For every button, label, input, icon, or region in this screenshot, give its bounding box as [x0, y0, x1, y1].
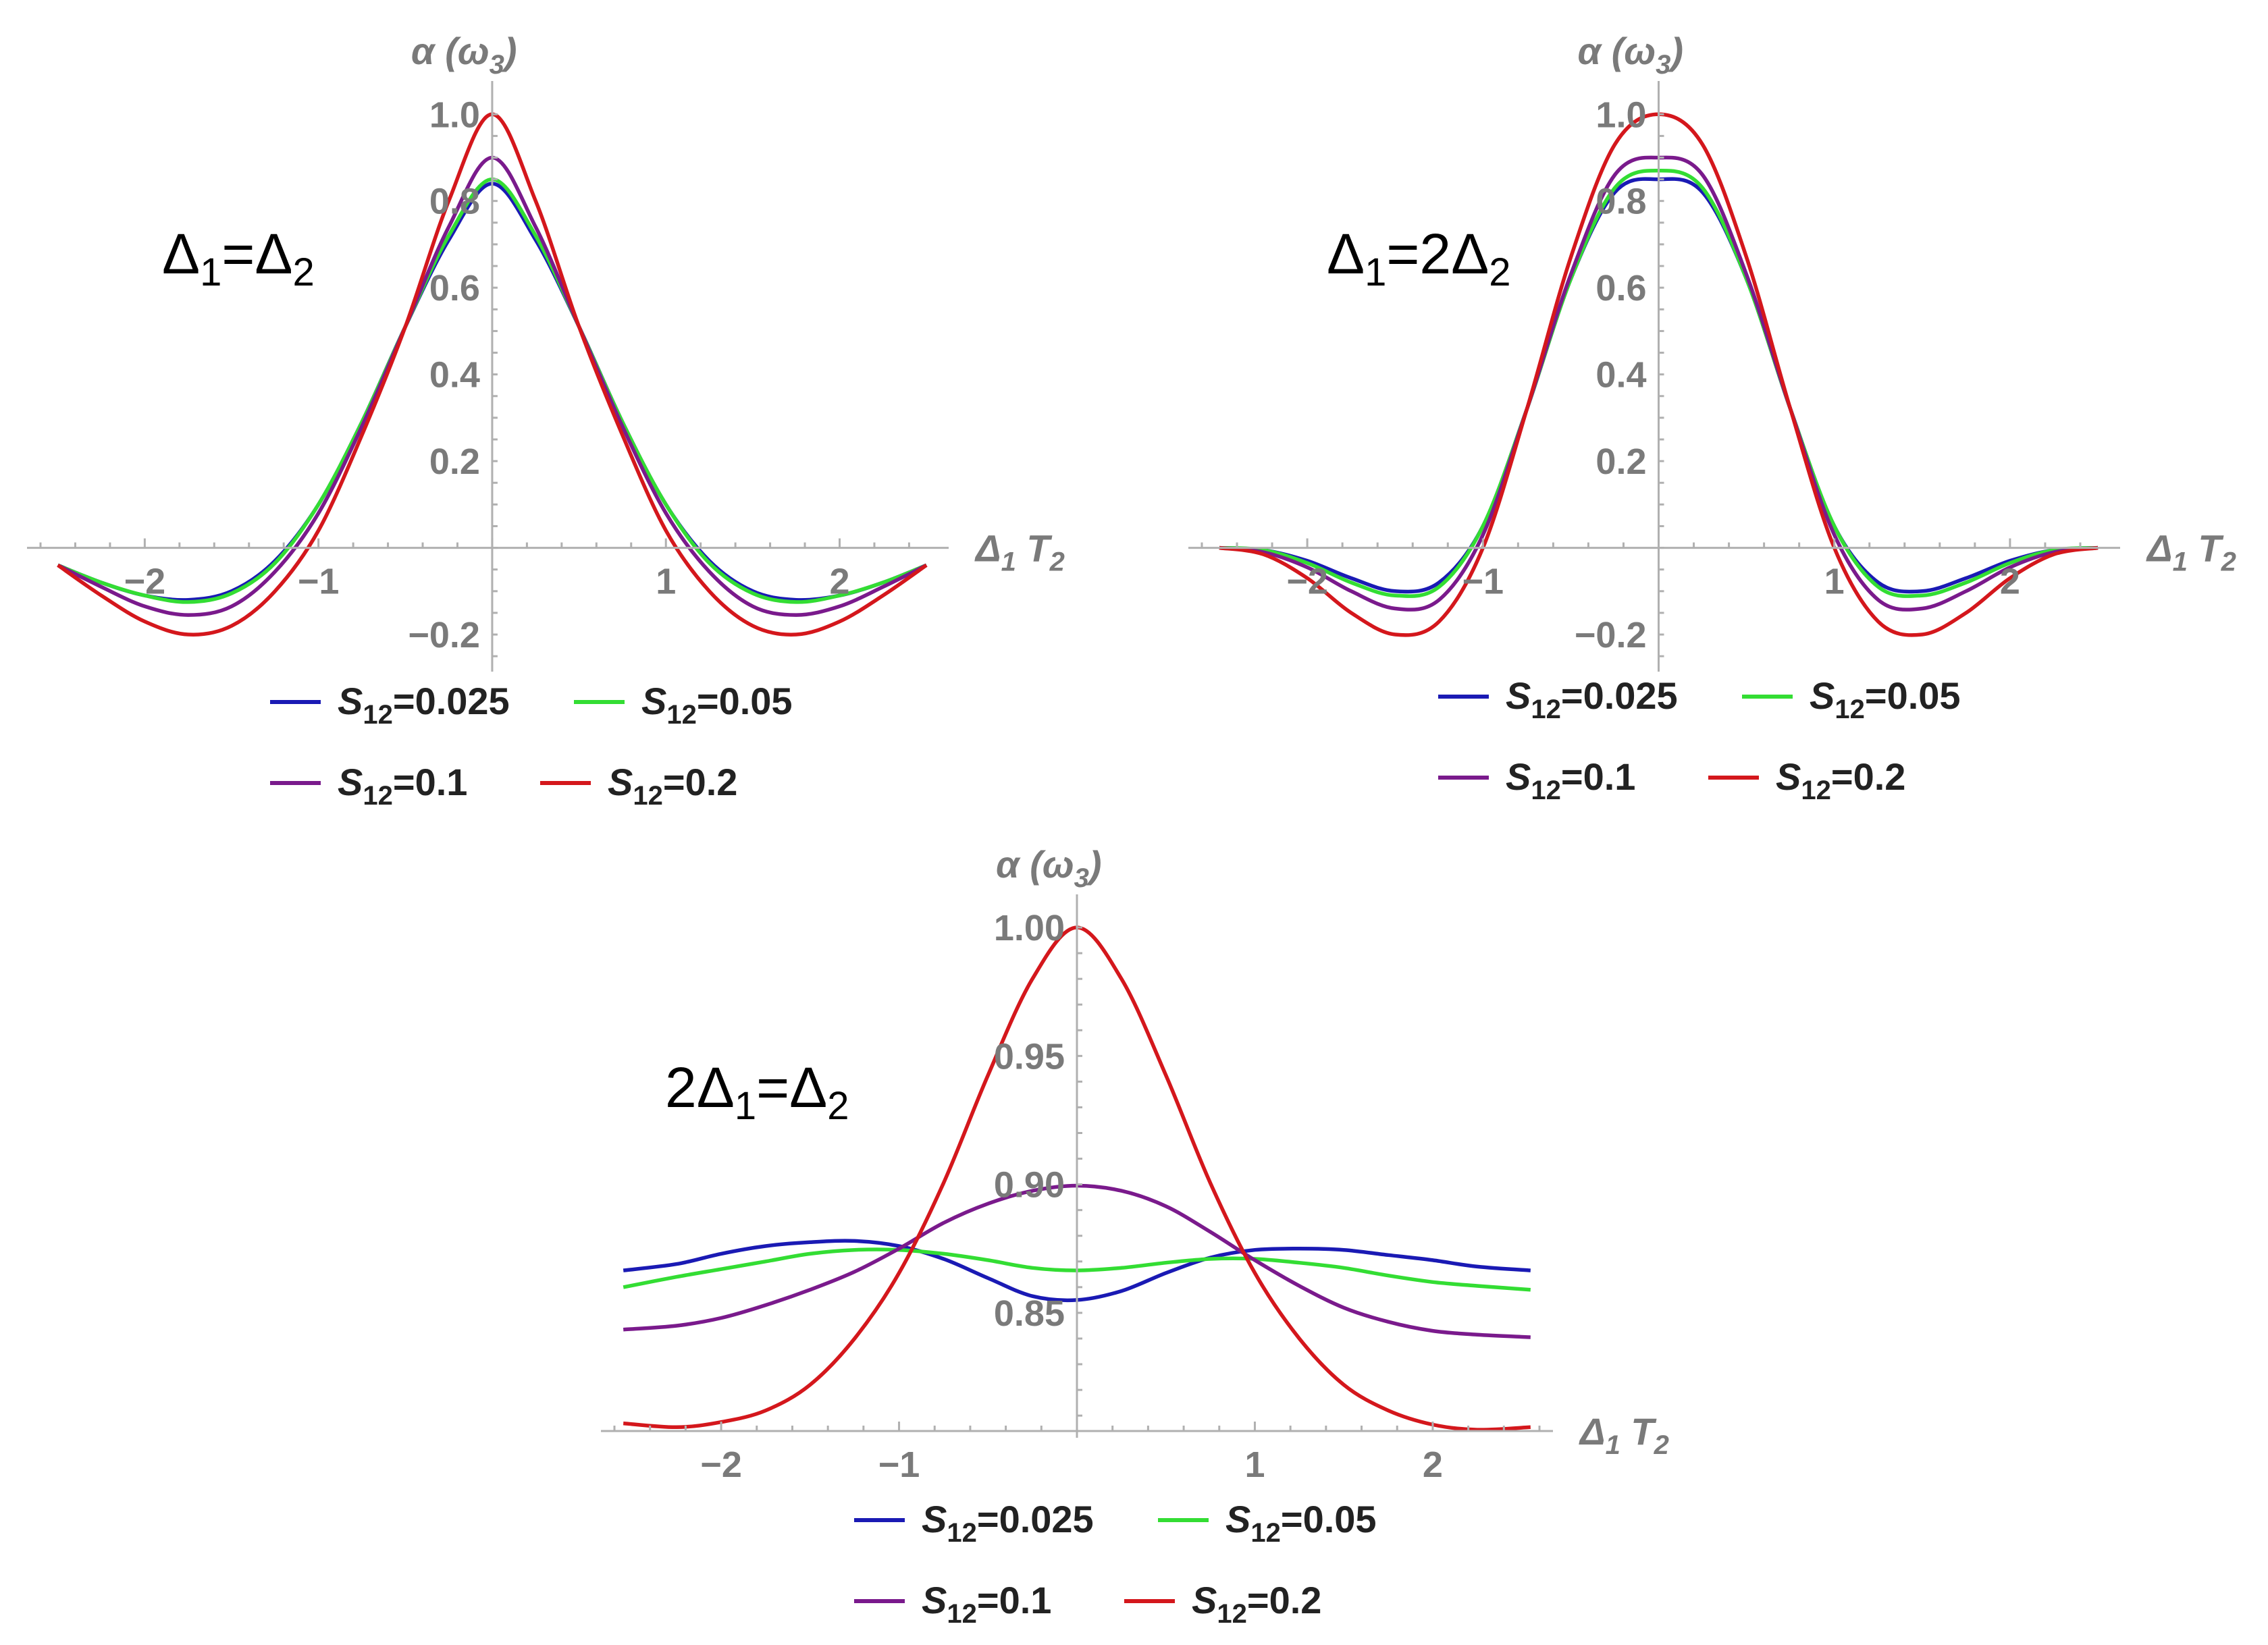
legend-label: S12=0.05	[1225, 1498, 1377, 1548]
legend-item: S12=0.2	[1708, 755, 1905, 805]
x-tick-label: 1	[1244, 1445, 1265, 1485]
x-tick-label: 1	[1824, 562, 1845, 602]
legend-label: S12=0.1	[1506, 755, 1635, 805]
y-tick-label: 0.95	[994, 1036, 1065, 1077]
y-tick-label: 0.8	[1595, 182, 1646, 222]
case-label-3: 2Δ1=Δ2	[665, 1056, 849, 1128]
chart-panel-1: −2 −1 1 2 −0.2 0.2 0.4 0.6 0.8 1.0 α (ω3) Δ1 T2 S12=…	[27, 30, 1065, 811]
axes-layer-3: −2 −1 1 2 0.85 0.90 0.95 1.00 α (ω3) Δ1 T2 S12=0.0…	[601, 843, 1669, 1629]
x-axis-label: Δ1 T2	[974, 527, 1065, 577]
axes-layer-1: −2 −1 1 2 −0.2 0.2 0.4 0.6 0.8 1.0 α (ω3) Δ1 T2 S12=…	[27, 30, 1065, 811]
legend-label: S12=0.1	[922, 1579, 1051, 1629]
legend-item: S12=0.1	[270, 761, 467, 811]
legend-item: S12=0.1	[854, 1579, 1051, 1629]
legend-label: S12=0.05	[1810, 674, 1961, 724]
x-tick-label: −2	[700, 1445, 742, 1485]
y-tick-label: 0.85	[994, 1293, 1065, 1334]
x-tick-label: 2	[1423, 1445, 1443, 1485]
y-tick-label: 0.90	[994, 1165, 1065, 1206]
x-tick-label: −1	[298, 562, 340, 602]
chart-panel-3: −2 −1 1 2 0.85 0.90 0.95 1.00 α (ω3) Δ1 T2 S12=0.0…	[601, 843, 1669, 1629]
legend-label: S12=0.2	[608, 761, 737, 811]
y-tick-label: −0.2	[408, 615, 480, 655]
y-axis-label: α (ω3)	[411, 30, 517, 80]
legend-label: S12=0.2	[1776, 755, 1905, 805]
y-tick-label: 1.00	[994, 908, 1065, 948]
x-tick-label: −1	[1462, 562, 1504, 602]
y-axis-label: α (ω3)	[1578, 30, 1684, 80]
legend-item: S12=0.05	[574, 680, 793, 730]
x-axis-label: Δ1 T2	[2146, 527, 2236, 577]
legend-item: S12=0.05	[1158, 1498, 1377, 1548]
x-tick-label: 1	[656, 562, 676, 602]
legend-item: S12=0.2	[540, 761, 737, 811]
y-tick-label: 0.4	[1595, 355, 1646, 396]
y-tick-label: 0.4	[429, 355, 480, 396]
legend-label: S12=0.05	[641, 680, 793, 730]
legend-label: S12=0.2	[1192, 1579, 1321, 1629]
x-axis-label: Δ1 T2	[1579, 1410, 1669, 1460]
x-tick-label: 2	[2000, 562, 2020, 602]
legend-item: S12=0.025	[270, 680, 510, 730]
y-tick-label: 0.2	[429, 441, 480, 482]
legend-item: S12=0.025	[854, 1498, 1094, 1548]
case-label-1: Δ1=Δ2	[162, 222, 315, 294]
y-axis-label: α (ω3)	[996, 843, 1102, 893]
legend-label: S12=0.025	[338, 680, 510, 730]
chart-panel-2: −2 −1 1 2 −0.2 0.2 0.4 0.6 0.8 1.0 α (ω3) Δ1 T2 S12=…	[1188, 30, 2236, 805]
x-tick-label: −2	[1286, 562, 1328, 602]
y-tick-label: 0.6	[1595, 268, 1646, 308]
axes-layer-2: −2 −1 1 2 −0.2 0.2 0.4 0.6 0.8 1.0 α (ω3) Δ1 T2 S12=…	[1188, 30, 2236, 805]
legend-item: S12=0.1	[1438, 755, 1635, 805]
legend-item: S12=0.025	[1438, 674, 1678, 724]
legend-label: S12=0.025	[922, 1498, 1094, 1548]
y-tick-label: 1.0	[429, 95, 480, 135]
legend-item: S12=0.2	[1124, 1579, 1321, 1629]
x-tick-label: −1	[878, 1445, 920, 1485]
x-tick-label: −2	[124, 562, 166, 602]
legend-label: S12=0.025	[1506, 674, 1678, 724]
y-tick-label: 0.2	[1595, 441, 1646, 482]
y-tick-label: 1.0	[1595, 95, 1646, 135]
x-tick-label: 2	[829, 562, 849, 602]
y-tick-label: −0.2	[1575, 615, 1647, 655]
case-label-2: Δ1=2Δ2	[1327, 222, 1511, 294]
legend-item: S12=0.05	[1742, 674, 1961, 724]
y-tick-label: 0.6	[429, 268, 480, 308]
legend-label: S12=0.1	[338, 761, 467, 811]
y-tick-label: 0.8	[429, 182, 480, 222]
